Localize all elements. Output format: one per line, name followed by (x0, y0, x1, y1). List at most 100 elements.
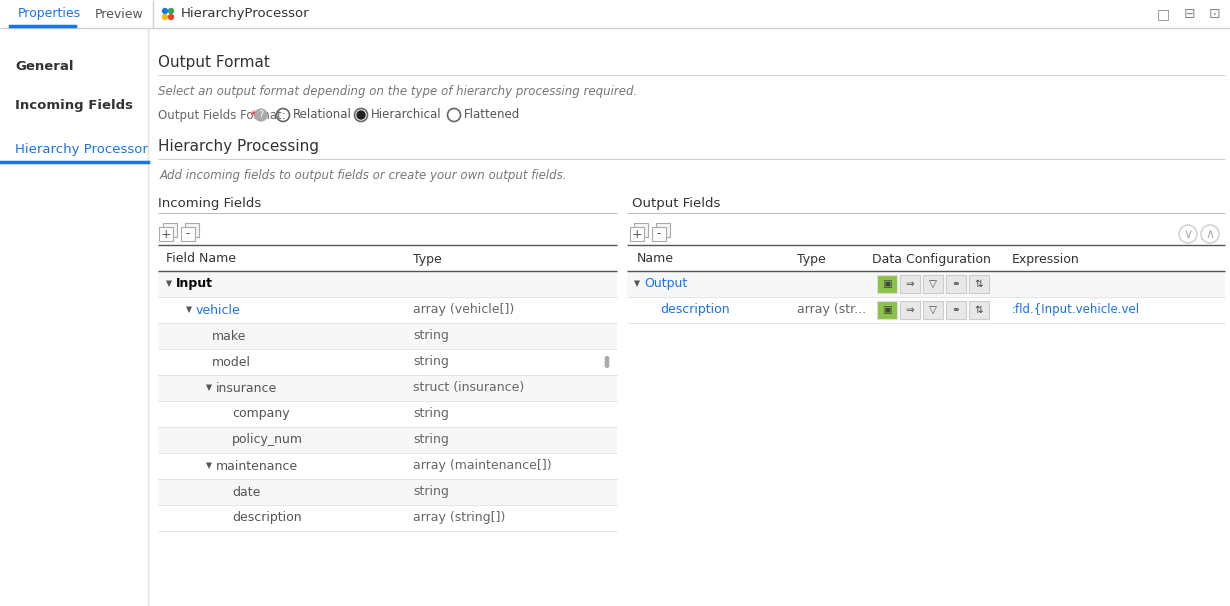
FancyBboxPatch shape (0, 0, 1230, 28)
FancyBboxPatch shape (969, 301, 989, 319)
Text: string: string (413, 407, 449, 421)
Circle shape (1200, 225, 1219, 243)
Text: ⚭: ⚭ (952, 305, 961, 315)
Circle shape (255, 109, 267, 121)
FancyBboxPatch shape (627, 271, 1225, 297)
Circle shape (162, 15, 167, 19)
Text: :fld.{Input.vehicle.vel: :fld.{Input.vehicle.vel (1012, 304, 1140, 316)
Text: ⇅: ⇅ (974, 305, 983, 315)
Circle shape (169, 8, 173, 13)
Text: insurance: insurance (216, 382, 277, 395)
Text: ⇅: ⇅ (974, 279, 983, 289)
Polygon shape (633, 281, 640, 287)
Text: ▽: ▽ (929, 279, 937, 289)
FancyBboxPatch shape (157, 349, 617, 375)
Text: description: description (232, 511, 301, 525)
Text: Output Format: Output Format (157, 56, 269, 70)
FancyBboxPatch shape (0, 28, 148, 606)
Text: HierarchyProcessor: HierarchyProcessor (181, 7, 310, 21)
FancyBboxPatch shape (656, 223, 670, 237)
Text: ∧: ∧ (1205, 227, 1214, 241)
Text: Flattened: Flattened (464, 108, 520, 121)
Circle shape (605, 364, 609, 367)
Circle shape (162, 8, 167, 13)
Text: ⊟: ⊟ (1184, 7, 1196, 21)
Text: -: - (186, 227, 191, 241)
Text: string: string (413, 330, 449, 342)
FancyBboxPatch shape (164, 223, 177, 237)
FancyBboxPatch shape (157, 297, 617, 323)
Text: vehicle: vehicle (196, 304, 241, 316)
Text: -: - (657, 227, 662, 241)
FancyBboxPatch shape (157, 479, 617, 505)
Text: array (maintenance[]): array (maintenance[]) (413, 459, 551, 473)
Text: Relational: Relational (293, 108, 352, 121)
Text: Hierarchy Processor: Hierarchy Processor (15, 144, 148, 156)
FancyBboxPatch shape (946, 301, 966, 319)
Text: array (string[]): array (string[]) (413, 511, 506, 525)
Polygon shape (205, 462, 212, 469)
FancyBboxPatch shape (946, 275, 966, 293)
Text: struct (insurance): struct (insurance) (413, 382, 524, 395)
FancyBboxPatch shape (159, 227, 173, 241)
Text: Preview: Preview (95, 7, 144, 21)
Text: date: date (232, 485, 261, 499)
FancyBboxPatch shape (157, 505, 617, 531)
Circle shape (357, 111, 365, 119)
FancyBboxPatch shape (157, 271, 617, 297)
Text: maintenance: maintenance (216, 459, 298, 473)
Text: ?: ? (258, 110, 263, 120)
FancyBboxPatch shape (181, 227, 196, 241)
Text: Field Name: Field Name (166, 253, 236, 265)
Text: ▣: ▣ (882, 279, 892, 289)
Text: company: company (232, 407, 289, 421)
FancyBboxPatch shape (900, 275, 920, 293)
Text: ⇒: ⇒ (905, 305, 914, 315)
Polygon shape (186, 307, 192, 313)
Text: *: * (251, 108, 257, 121)
FancyBboxPatch shape (157, 401, 617, 427)
Text: Input: Input (176, 278, 213, 290)
FancyBboxPatch shape (627, 297, 1225, 323)
Text: ▣: ▣ (882, 305, 892, 315)
Circle shape (605, 360, 609, 364)
Text: Data Configuration: Data Configuration (872, 253, 991, 265)
Text: Type: Type (797, 253, 825, 265)
FancyBboxPatch shape (969, 275, 989, 293)
FancyBboxPatch shape (922, 301, 943, 319)
Circle shape (605, 357, 609, 361)
Text: string: string (413, 433, 449, 447)
FancyBboxPatch shape (157, 375, 617, 401)
FancyBboxPatch shape (157, 453, 617, 479)
FancyBboxPatch shape (184, 223, 199, 237)
Text: □: □ (1156, 7, 1170, 21)
Text: Incoming Fields: Incoming Fields (157, 196, 261, 210)
Text: Expression: Expression (1012, 253, 1080, 265)
Text: ⊡: ⊡ (1209, 7, 1221, 21)
Text: string: string (413, 485, 449, 499)
FancyBboxPatch shape (630, 227, 645, 241)
Text: policy_num: policy_num (232, 433, 303, 447)
Polygon shape (166, 281, 172, 287)
Text: ∨: ∨ (1183, 227, 1193, 241)
FancyBboxPatch shape (877, 275, 897, 293)
Text: string: string (413, 356, 449, 368)
Text: Incoming Fields: Incoming Fields (15, 99, 133, 113)
Text: Output Fields: Output Fields (632, 196, 721, 210)
FancyBboxPatch shape (922, 275, 943, 293)
Text: model: model (212, 356, 251, 368)
FancyBboxPatch shape (633, 223, 648, 237)
Text: Name: Name (637, 253, 674, 265)
Text: array (vehicle[]): array (vehicle[]) (413, 304, 514, 316)
FancyBboxPatch shape (877, 301, 897, 319)
Polygon shape (205, 384, 212, 391)
Text: Properties: Properties (18, 7, 81, 21)
Text: Hierarchical: Hierarchical (371, 108, 442, 121)
Text: array (str...: array (str... (797, 304, 866, 316)
FancyBboxPatch shape (157, 323, 617, 349)
Text: ⇒: ⇒ (905, 279, 914, 289)
Text: General: General (15, 59, 74, 73)
Circle shape (1180, 225, 1197, 243)
Text: ▽: ▽ (929, 305, 937, 315)
Text: Select an output format depending on the type of hierarchy processing required.: Select an output format depending on the… (157, 84, 637, 98)
